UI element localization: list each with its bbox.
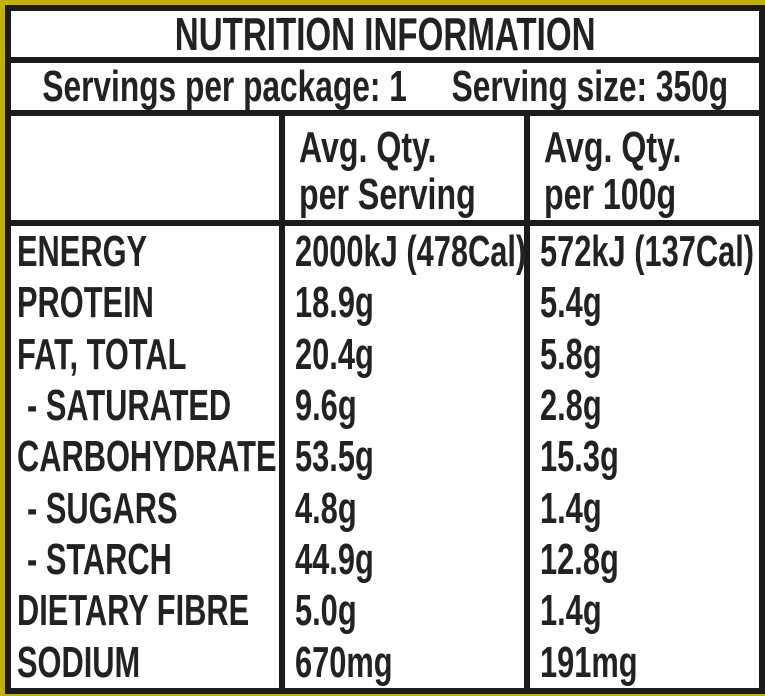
table-row-fat-total: FAT, TOTAL 20.4g 5.8g (11, 328, 759, 380)
value-per-serving: 9.6g (279, 379, 524, 432)
serving-size: Serving size: 350g (451, 61, 728, 111)
value-per-serving: 2000kJ (478Cal) (279, 226, 526, 278)
nutrient-name: CARBOHYDRATE (17, 432, 277, 482)
value-per-100g: 5.4g (524, 277, 759, 329)
table-row-sodium: SODIUM 670mg 191mg (11, 636, 759, 688)
col-header-per-serving: Avg. Qty. per Serving (279, 116, 524, 226)
value-per-100g: 5.8g (524, 328, 759, 380)
col-header-per-serving-line2: per Serving (299, 170, 476, 219)
table-header-row: Avg. Qty. per Serving Avg. Qty. per 100g (11, 116, 759, 226)
value-per-100g: 1.4g (524, 585, 759, 637)
nutrient-name: PROTEIN (17, 278, 154, 328)
value-per-100g: 191mg (524, 636, 759, 688)
nutrient-name: DIETARY FIBRE (17, 586, 250, 636)
servings-text: Servings per package: 1 Serving size: 35… (42, 62, 728, 112)
nutrition-table: Avg. Qty. per Serving Avg. Qty. per 100g… (11, 116, 759, 688)
servings-line: Servings per package: 1 Serving size: 35… (11, 62, 759, 116)
col-header-per-100g-line2: per 100g (544, 170, 677, 219)
value-per-serving: 44.9g (279, 533, 524, 586)
col-header-per-100g: Avg. Qty. per 100g (524, 116, 759, 226)
corner-empty-cell (11, 116, 279, 226)
value-per-serving: 670mg (279, 636, 524, 688)
col-header-per-serving-line1: Avg. Qty. (299, 123, 437, 172)
value-per-100g: 15.3g (524, 431, 759, 483)
value-per-100g: 572kJ (137Cal) (524, 226, 759, 278)
value-per-100g: 1.4g (524, 482, 759, 534)
label-title: NUTRITION INFORMATION (174, 8, 596, 60)
table-row-protein: PROTEIN 18.9g 5.4g (11, 277, 759, 329)
table-row-sugars: - SUGARS 4.8g 1.4g (11, 482, 759, 534)
nutrient-name: - STARCH (27, 535, 172, 585)
servings-per-package: Servings per package: 1 (42, 61, 407, 111)
nutrient-name: FAT, TOTAL (17, 329, 187, 379)
value-per-100g: 12.8g (524, 533, 759, 586)
table-row-carbohydrate: CARBOHYDRATE 53.5g 15.3g (11, 431, 759, 483)
value-per-100g: 2.8g (524, 379, 759, 432)
value-per-serving: 18.9g (279, 277, 524, 329)
table-row-saturated: - SATURATED 9.6g 2.8g (11, 379, 759, 432)
table-row-energy: ENERGY 2000kJ (478Cal) 572kJ (137Cal) (11, 226, 759, 278)
value-per-serving: 20.4g (279, 328, 524, 380)
table-row-starch: - STARCH 44.9g 12.8g (11, 533, 759, 586)
value-per-serving: 5.0g (279, 585, 524, 637)
nutrient-name: - SATURATED (27, 381, 232, 431)
label-title-bar: NUTRITION INFORMATION (11, 8, 759, 63)
value-per-serving: 4.8g (279, 482, 524, 534)
nutrient-name: SODIUM (17, 637, 141, 687)
nutrient-name: - SUGARS (27, 483, 178, 533)
table-row-dietary-fibre: DIETARY FIBRE 5.0g 1.4g (11, 585, 759, 637)
nutrition-label: NUTRITION INFORMATION Servings per packa… (5, 5, 765, 694)
nutrient-name: ENERGY (17, 227, 148, 277)
col-header-per-100g-line1: Avg. Qty. (544, 123, 682, 172)
value-per-serving: 53.5g (279, 431, 524, 483)
